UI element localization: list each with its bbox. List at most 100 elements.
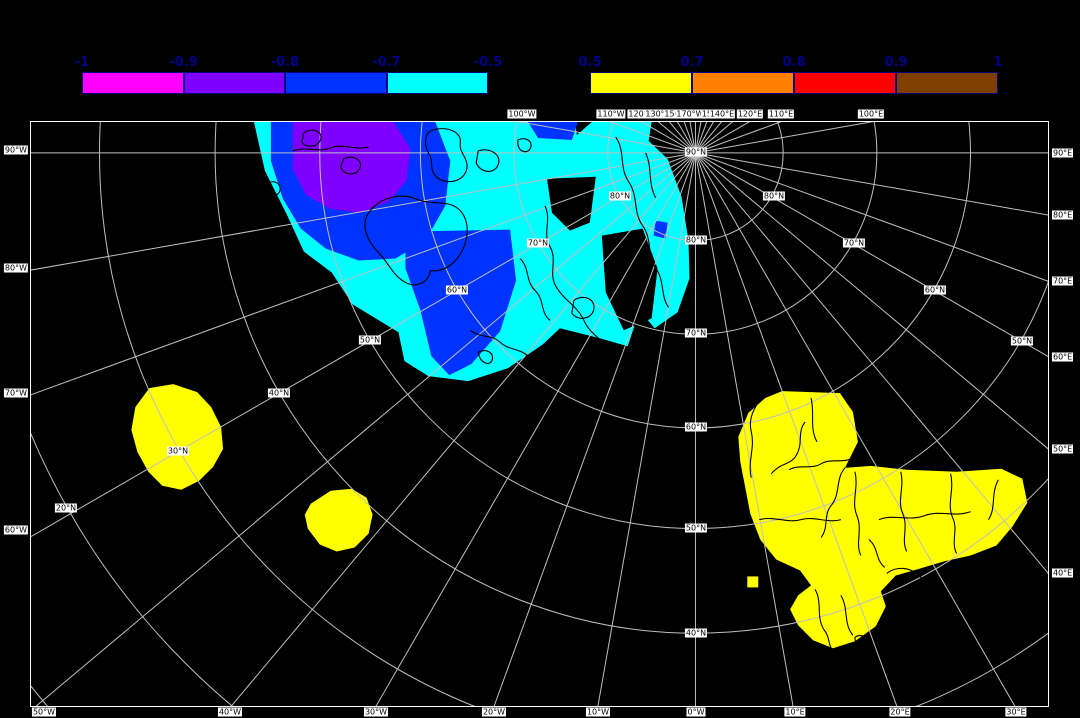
colorbar-tick-label: -0.9 [169,55,198,70]
coastlines [264,128,999,652]
map-frame [30,121,1049,707]
colorbar-segment [590,72,692,94]
border-east-5 [988,479,999,520]
meridian-line [493,152,696,706]
colorbar-tick-label: 0.9 [884,55,908,70]
colorbar-negative-bar [82,72,488,94]
meridian-label-top: 120°E [736,109,764,119]
colorbar-positive: 0.5 0.7 0.8 0.9 1 [578,56,1003,94]
coast-island [340,156,362,175]
meridian-line [695,152,1048,574]
meridian-label-left: 70°W [3,388,28,398]
border-central-europe [759,517,842,522]
meridian-line [31,152,696,271]
meridian-line [695,152,1048,216]
colorbar-segment [896,72,998,94]
colorbar-segment [82,72,184,94]
border-east-3 [899,471,908,552]
parallel-label: 80°N [608,191,632,201]
meridian-line [695,122,874,154]
colorbar-tick-label: 0.7 [680,55,704,70]
parallel-label: 80°N [762,191,786,201]
meridian-label-top: 170°W [675,109,705,119]
meridian-label-left: 90°W [3,145,28,155]
colorbar-segment [692,72,794,94]
parallel-label: 50°N [358,335,382,345]
parallel-label: 70°N [684,328,708,338]
coast-greece [854,635,868,648]
region-black-wedge-davis [601,228,658,331]
meridian-label-bottom: 20°E [889,707,911,717]
region-yellow-atlantic-central [304,488,373,552]
colorbar-tick-label: -1 [74,55,90,70]
border-east-6 [868,539,886,568]
coast-island-large [425,128,468,183]
colorbar-tick-label: -0.7 [372,55,401,70]
border-east-1 [854,471,862,556]
parallel-label: 50°N [684,523,708,533]
coast-island [517,138,532,153]
coast-greenland-inner [645,152,657,198]
colorbar-tick-label: 1 [993,55,1003,70]
colorbar-tick-label: 0.5 [578,55,602,70]
meridian-label-right: 80°E [1052,210,1074,220]
meridian-label-bottom: 30°E [1005,707,1027,717]
meridian-line [597,152,696,706]
border-north-coast [788,457,854,471]
border-scandinavia-west [749,393,764,478]
meridian-label-top: 120°W [627,109,657,119]
meridian-line [694,122,708,154]
colorbar-tick-label: -0.5 [473,55,503,70]
parallel-label: 70°N [842,238,866,248]
region-blue-top-strip [528,122,578,140]
meridian-line [695,122,734,154]
meridian-line [695,152,1048,358]
meridian-label-top: 100°W [507,109,537,119]
meridian-label-bottom: 50°W [31,707,57,717]
meridian-label-left: 60°W [3,525,28,535]
meridian-label-bottom: 0°W [686,707,706,717]
meridian-line [230,152,696,706]
coast-island [301,129,322,147]
meridian-label-right: 90°E [1052,148,1074,158]
data-fill-regions [131,122,1028,649]
coast-newfoundland [571,296,595,319]
region-violet-core [292,122,411,213]
parallel-label: 60°N [923,285,947,295]
meridian-label-top: 100°E [857,109,885,119]
coast-greenland-west [615,136,670,308]
colorbar-negative: -1 -0.9 -0.8 -0.7 -0.5 [75,56,502,94]
meridian-line [35,152,696,706]
map-canvas [31,122,1048,706]
meridian-line [695,122,714,154]
region-blue-labrador [405,229,517,376]
coast-labrador [544,205,613,353]
colorbar-positive-bar [590,72,998,94]
colorbar-segment [794,72,896,94]
meridian-label-right: 40°E [1052,568,1074,578]
meridian-label-top: 130°W [644,109,674,119]
meridian-line [31,152,696,396]
region-yellow-small-patch [747,576,759,588]
border-east-2 [878,511,971,521]
meridian-line [695,152,1048,450]
parallel-label: 20°N [54,503,78,513]
parallel-label: 50°N [1010,336,1034,346]
meridian-line [695,152,1048,282]
meridian-label-right: 60°E [1052,352,1074,362]
coast-adriatic [840,595,854,636]
meridian-line [695,122,723,154]
border-east-4 [949,473,958,554]
colorbar-segment [285,72,387,94]
meridian-label-bottom: 10°W [585,707,611,717]
colorbar-tick-label: 0.8 [782,55,806,70]
coast-arctic-shore [292,145,369,152]
meridian-line [694,152,898,706]
region-blue-dot [653,220,668,239]
coast-italy [814,589,836,652]
meridian-line [695,152,1016,706]
meridian-label-bottom: 10°E [784,707,806,717]
coast-island [264,181,281,197]
region-yellow-europe [738,391,1028,649]
